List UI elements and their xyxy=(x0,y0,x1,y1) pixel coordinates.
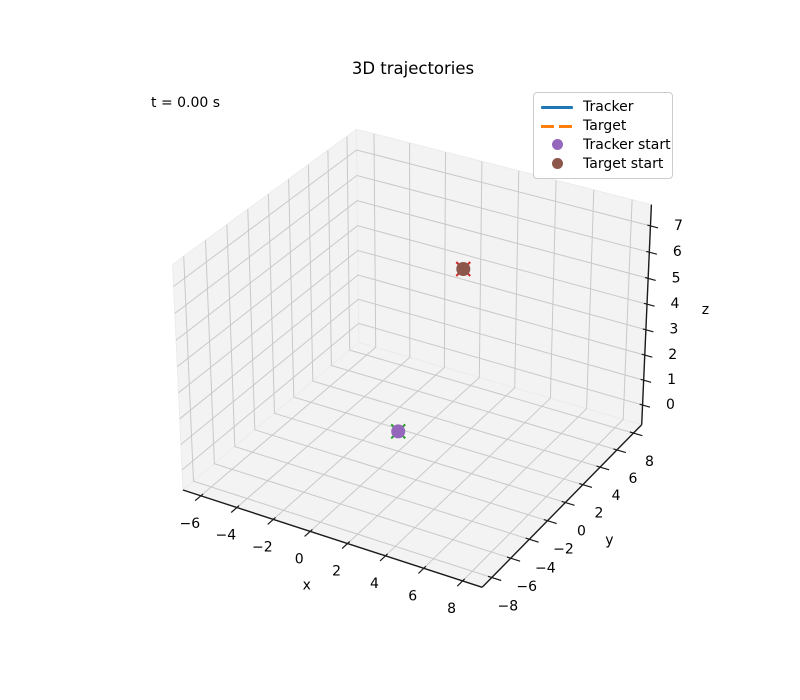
z-grid-line xyxy=(181,322,643,471)
y-tick xyxy=(561,500,575,506)
z-axis-label: z xyxy=(702,302,709,318)
legend-label-tracker: Tracker xyxy=(583,99,634,116)
z-axis-line xyxy=(641,204,653,425)
z-tick xyxy=(643,302,655,307)
target-start-point xyxy=(456,262,471,276)
z-tick xyxy=(642,328,654,333)
x-tick xyxy=(267,516,276,525)
z-tick xyxy=(646,250,658,255)
x-tick-label: 2 xyxy=(332,564,341,580)
y-axis-label: y xyxy=(605,533,613,549)
y-tick-label: 2 xyxy=(594,506,603,522)
legend: Tracker Target Tracker start Target star… xyxy=(533,92,673,179)
z-tick xyxy=(639,403,651,408)
tracker-start-swatch-wrap xyxy=(541,139,573,151)
panes xyxy=(172,128,652,588)
z-tick xyxy=(640,378,652,383)
z-grid-line xyxy=(179,274,645,420)
target-line-swatch xyxy=(541,124,573,128)
x-tick xyxy=(379,553,389,562)
y-tick-label: 8 xyxy=(645,454,654,470)
y-tick xyxy=(506,556,521,562)
x-tick-label: 4 xyxy=(370,576,379,592)
x-tick xyxy=(341,541,351,550)
z-grid-line xyxy=(174,174,650,314)
legend-label-target: Target xyxy=(583,118,627,135)
axis-lines xyxy=(182,204,653,588)
z-tick-label: 7 xyxy=(674,218,683,234)
y-tick-label: 6 xyxy=(628,471,637,487)
y-tick xyxy=(596,465,610,471)
tracker-line-swatch-wrap xyxy=(541,105,573,109)
y-tick-label: −4 xyxy=(535,560,556,576)
legend-item-tracker-start: Tracker start xyxy=(541,136,671,154)
y-tick-label: −6 xyxy=(516,579,537,595)
x-tick xyxy=(230,505,240,513)
y-tick-label: −2 xyxy=(553,542,574,558)
z-tick-label: 4 xyxy=(671,296,680,312)
x-axis-label: x xyxy=(303,577,311,593)
y-tick-label: 4 xyxy=(612,488,621,504)
z-grid-line xyxy=(178,249,646,394)
x-tick-label: −2 xyxy=(252,539,273,555)
z-grid-line xyxy=(176,225,648,367)
z-grid-line xyxy=(180,298,644,445)
legend-label-tracker-start: Tracker start xyxy=(583,136,671,153)
y-tick xyxy=(543,519,557,525)
z-tick-label: 2 xyxy=(668,347,677,363)
legend-item-target-start: Target start xyxy=(541,155,664,173)
x-tick-label: −6 xyxy=(179,516,200,532)
y-tick xyxy=(629,431,643,437)
time-annotation: t = 0.00 s xyxy=(151,95,221,111)
tick-marks xyxy=(194,224,659,587)
x-tick-label: 0 xyxy=(295,551,304,567)
tracker-start-point xyxy=(391,424,406,439)
x-tick xyxy=(417,565,427,574)
target-start-swatch-wrap xyxy=(541,158,573,170)
z-grid-line xyxy=(175,200,649,341)
x-tick-label: −4 xyxy=(215,528,236,544)
target-line-swatch-wrap xyxy=(541,124,573,128)
plot-title: 3D trajectories xyxy=(351,59,475,78)
z-tick xyxy=(647,224,659,229)
grid-lines xyxy=(173,133,651,582)
legend-label-target-start: Target start xyxy=(583,155,664,172)
x-tick xyxy=(194,493,204,502)
x-axis-line xyxy=(182,489,483,588)
x-tick-label: 8 xyxy=(447,601,456,617)
y-axis-line xyxy=(481,424,643,588)
x-tick-label: 6 xyxy=(408,588,417,604)
z-tick-label: 0 xyxy=(666,397,675,413)
target-start-dot-swatch xyxy=(551,158,563,170)
z-tick-label: 1 xyxy=(667,372,676,388)
tracker-line-swatch xyxy=(541,105,573,109)
y-tick xyxy=(525,537,539,543)
z-grid-line xyxy=(173,149,651,287)
z-tick-label: 3 xyxy=(669,322,678,338)
z-tick-label: 5 xyxy=(672,270,681,286)
data-points xyxy=(390,261,471,440)
z-tick-label: 6 xyxy=(673,244,682,260)
y-tick xyxy=(579,483,593,488)
tracker-start-dot-swatch xyxy=(551,139,563,151)
z-tick xyxy=(644,276,656,281)
legend-item-target: Target xyxy=(541,117,664,135)
y-tick-label: −8 xyxy=(497,599,518,615)
y-tick xyxy=(613,448,627,454)
y-tick xyxy=(487,575,502,582)
x-tick xyxy=(304,528,313,537)
z-tick xyxy=(641,353,653,358)
x-tick xyxy=(456,578,466,587)
y-tick-label: 0 xyxy=(577,524,586,540)
legend-item-tracker: Tracker xyxy=(541,98,664,116)
